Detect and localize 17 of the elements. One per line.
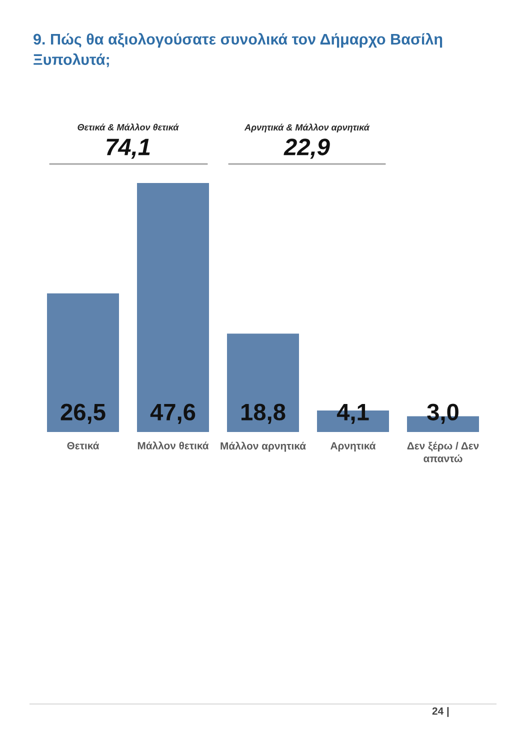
text: 74,1 [106, 138, 150, 159]
text: Αρνητικά & Μάλλον αρνητικά [244, 124, 370, 132]
data-label: 47,6 [150, 404, 196, 424]
x-tick-label: Μάλλον θετικά [138, 441, 209, 450]
text: 24 | [432, 707, 449, 717]
text: 22,9 [284, 138, 330, 159]
data-label: 26,5 [60, 404, 106, 424]
chart-title: 9. Πώς θα αξιολογούσατε συνολικά τον Δήμαρχο Βασίλη Ξυπολυτά; [34, 33, 442, 68]
x-tick-label: Δεν ξέρω / Δεν απαντώ [407, 442, 479, 462]
x-tick-label: Θετικά [67, 442, 100, 450]
text: Θετικά & Μάλλον θετικά [78, 124, 180, 130]
bar [137, 183, 209, 432]
x-tick-label: Μάλλον αρνητικά [220, 442, 306, 452]
x-tick-label: Αρνητικά [330, 442, 376, 452]
data-label: 18,8 [242, 404, 286, 424]
bar [47, 293, 119, 432]
bar [227, 334, 299, 432]
